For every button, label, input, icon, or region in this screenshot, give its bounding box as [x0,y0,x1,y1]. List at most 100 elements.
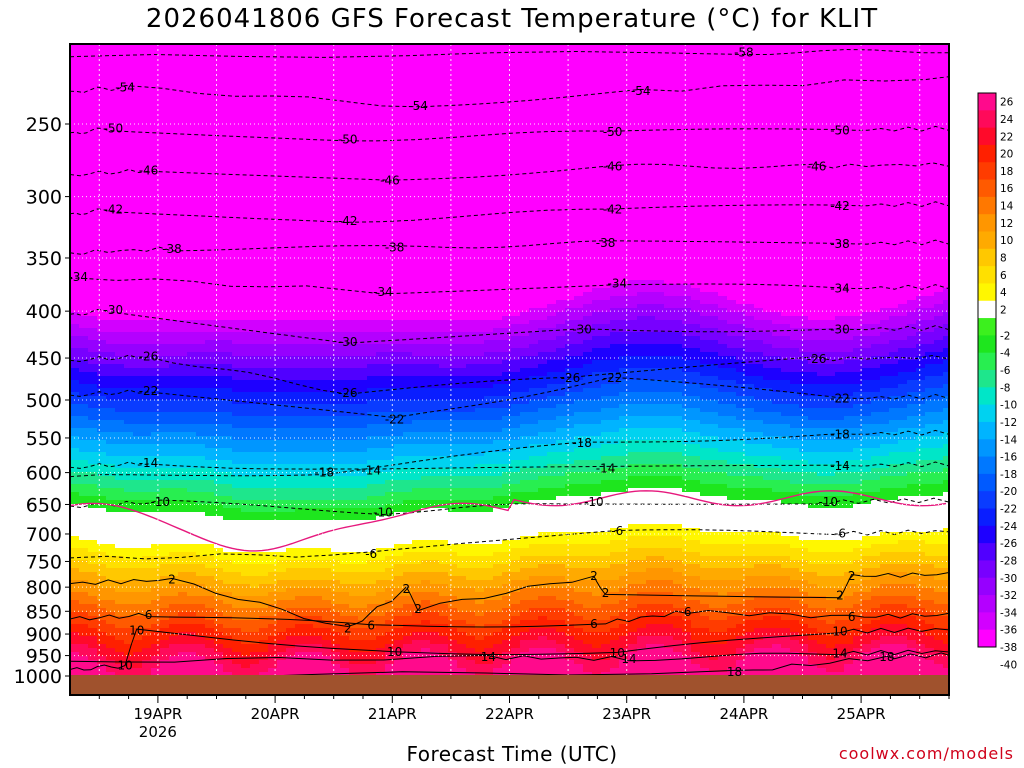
temperature-cell [178,340,188,345]
temperature-cell [241,380,251,385]
temperature-cell [97,384,107,389]
temperature-cell [169,520,179,525]
temperature-cell [259,388,269,393]
temperature-cell [160,244,170,249]
temperature-cell [160,420,170,425]
temperature-cell [88,352,98,357]
temperature-cell [268,364,278,369]
temperature-cell [151,424,161,429]
temperature-cell [106,568,116,573]
temperature-cell [313,384,323,389]
temperature-cell [187,432,197,437]
temperature-cell [142,416,152,421]
temperature-cell [331,204,341,209]
temperature-cell [322,96,332,101]
temperature-cell [97,92,107,97]
temperature-cell [331,572,341,577]
temperature-cell [286,196,296,201]
temperature-cell [223,136,233,141]
temperature-cell [214,168,224,173]
temperature-cell [295,588,305,593]
temperature-cell [133,592,143,597]
temperature-cell [88,492,98,497]
temperature-cell [277,172,287,177]
temperature-cell [178,88,188,93]
temperature-cell [106,304,116,309]
temperature-cell [169,608,179,613]
temperature-cell [322,460,332,465]
temperature-cell [340,448,350,453]
temperature-cell [124,548,134,553]
temperature-cell [169,584,179,589]
temperature-cell [178,396,188,401]
temperature-cell [79,160,89,165]
temperature-cell [160,580,170,585]
temperature-cell [331,132,341,137]
temperature-cell [124,80,134,85]
temperature-cell [250,420,260,425]
temperature-cell [187,44,197,49]
temperature-cell [322,104,332,109]
temperature-cell [79,348,89,353]
temperature-cell [259,392,269,397]
temperature-cell [205,584,215,589]
temperature-cell [88,620,98,625]
temperature-cell [79,472,89,477]
temperature-cell [277,48,287,53]
temperature-cell [241,620,251,625]
temperature-cell [259,356,269,361]
temperature-cell [178,440,188,445]
temperature-cell [331,636,341,641]
temperature-cell [232,112,242,117]
temperature-cell [241,644,251,649]
temperature-cell [250,584,260,589]
temperature-cell [322,400,332,405]
temperature-cell [70,644,80,649]
temperature-cell [232,328,242,333]
temperature-cell [268,440,278,445]
temperature-cell [70,612,80,617]
temperature-cell [313,468,323,473]
temperature-cell [160,88,170,93]
temperature-cell [88,312,98,317]
temperature-cell [214,568,224,573]
temperature-cell [205,344,215,349]
temperature-cell [232,532,242,537]
temperature-cell [88,304,98,309]
temperature-cell [250,364,260,369]
temperature-cell [259,560,269,565]
temperature-cell [214,300,224,305]
temperature-cell [142,540,152,545]
temperature-cell [304,56,314,61]
temperature-cell [232,664,242,669]
temperature-cell [304,640,314,645]
temperature-cell [133,668,143,673]
temperature-cell [322,452,332,457]
temperature-cell [259,232,269,237]
temperature-cell [169,132,179,137]
temperature-cell [295,196,305,201]
temperature-cell [106,540,116,545]
temperature-cell [304,588,314,593]
temperature-cell [313,220,323,225]
temperature-cell [160,248,170,253]
temperature-cell [142,232,152,237]
temperature-cell [241,360,251,365]
temperature-cell [133,316,143,321]
temperature-cell [295,380,305,385]
temperature-cell [205,80,215,85]
temperature-cell [205,472,215,477]
temperature-cell [241,344,251,349]
temperature-cell [295,72,305,77]
temperature-cell [214,600,224,605]
temperature-cell [268,324,278,329]
temperature-cell [250,428,260,433]
temperature-cell [151,44,161,49]
temperature-cell [331,472,341,477]
temperature-cell [196,592,206,597]
temperature-cell [88,184,98,189]
temperature-cell [331,104,341,109]
temperature-cell [124,188,134,193]
temperature-cell [187,204,197,209]
temperature-cell [304,492,314,497]
